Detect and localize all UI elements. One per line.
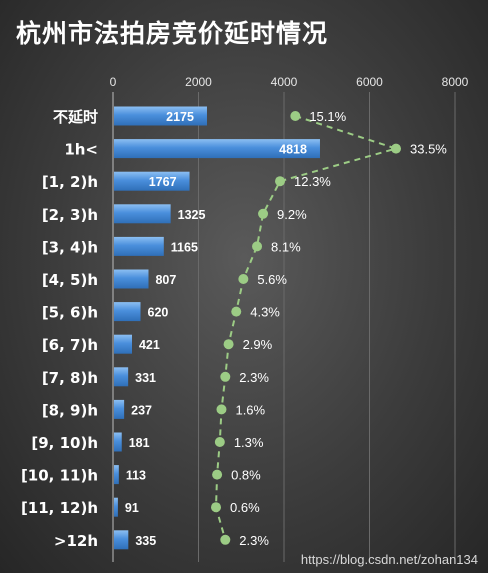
watermark: https://blog.csdn.net/zohan134 — [300, 552, 478, 567]
category-label: [2, 3)h — [42, 206, 98, 224]
bar-value-label: 181 — [129, 436, 150, 450]
percent-label: 15.1% — [309, 109, 346, 124]
category-label: [5, 6)h — [42, 304, 98, 322]
bar-value-label: 620 — [148, 306, 169, 320]
bar-value-label: 331 — [135, 371, 156, 385]
category-label: [11, 12)h — [21, 499, 98, 517]
percent-point — [223, 339, 234, 350]
percent-label: 0.6% — [230, 500, 260, 515]
percent-label: 2.3% — [239, 370, 269, 385]
category-label: [1, 2)h — [42, 173, 98, 191]
percent-label: 2.9% — [243, 337, 273, 352]
bar — [114, 399, 125, 419]
bar — [114, 269, 149, 289]
percent-line — [214, 115, 400, 541]
bar-value-label: 2175 — [166, 110, 194, 124]
x-tick-label: 0 — [110, 75, 117, 89]
x-tick-label: 2000 — [185, 75, 212, 89]
percent-point — [220, 371, 231, 382]
bar — [114, 497, 118, 517]
bar — [114, 432, 122, 452]
percent-label: 1.3% — [234, 435, 264, 450]
percent-point — [238, 274, 249, 284]
percent-point — [211, 502, 221, 513]
bar — [114, 530, 129, 550]
category-label: 1h< — [64, 141, 98, 159]
category-label: [7, 8)h — [42, 369, 98, 387]
category-label: 不延时 — [53, 108, 98, 126]
percent-point — [216, 404, 227, 415]
bar — [114, 106, 207, 126]
bar-value-label: 335 — [135, 534, 156, 548]
percent-point — [214, 437, 225, 447]
bar-value-label: 421 — [139, 338, 160, 352]
percent-point — [275, 176, 286, 187]
bar — [114, 334, 132, 354]
percent-point — [290, 111, 301, 121]
bar — [114, 236, 164, 256]
percent-label: 2.3% — [239, 533, 269, 548]
category-label: [4, 5)h — [42, 271, 98, 289]
percent-point — [258, 208, 269, 219]
category-label: [10, 11)h — [21, 467, 98, 485]
percent-label: 0.8% — [231, 468, 261, 483]
bar — [114, 465, 119, 485]
bar-value-label: 807 — [155, 273, 176, 287]
x-tick-label: 4000 — [271, 75, 298, 89]
bar-value-label: 1325 — [178, 208, 206, 222]
x-tick-label: 6000 — [356, 75, 383, 89]
chart-title: 杭州市法拍房竞价延时情况 — [16, 19, 329, 48]
bar-value-label: 1767 — [149, 175, 177, 189]
percent-label: 5.6% — [257, 272, 287, 287]
percent-label: 12.3% — [294, 174, 331, 189]
bar — [114, 171, 190, 191]
bar-value-label: 4818 — [279, 143, 307, 157]
category-label: [8, 9)h — [42, 401, 98, 419]
percent-label: 1.6% — [235, 402, 265, 417]
category-label: >12h — [54, 532, 98, 550]
percent-point — [212, 469, 223, 480]
bar-value-label: 113 — [126, 469, 146, 483]
category-label: [6, 7)h — [42, 336, 98, 354]
bar-value-label: 91 — [125, 501, 139, 515]
percent-point — [231, 306, 242, 317]
category-label: [3, 4)h — [42, 238, 98, 256]
percent-label: 9.2% — [277, 207, 307, 222]
bar — [114, 302, 141, 322]
x-tick-label: 8000 — [442, 75, 469, 89]
percent-point — [252, 241, 263, 252]
percent-point — [220, 534, 231, 545]
category-label: [9, 10)h — [31, 434, 98, 452]
percent-label: 4.3% — [250, 305, 280, 320]
bar — [114, 139, 320, 159]
bar — [114, 204, 171, 224]
percent-point — [391, 143, 401, 154]
percent-label: 8.1% — [271, 239, 301, 254]
bar-value-label: 237 — [131, 403, 152, 417]
bar-value-label: 1165 — [171, 240, 198, 254]
bar — [114, 367, 129, 387]
percent-label: 33.5% — [410, 142, 447, 157]
